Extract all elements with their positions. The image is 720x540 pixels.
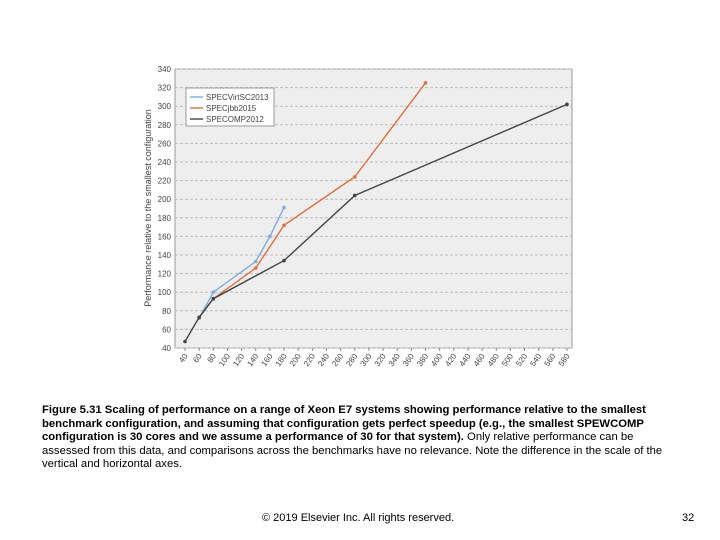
legend-label: SPECVirtSC2013: [206, 93, 269, 102]
x-tick-label: 380: [415, 352, 430, 369]
point: [282, 223, 286, 228]
y-tick-label: 180: [158, 214, 172, 223]
y-tick-label: 80: [162, 307, 171, 316]
y-tick-label: 40: [162, 344, 171, 353]
y-tick-label: 120: [158, 270, 172, 279]
x-tick-label: 120: [231, 352, 246, 369]
point: [211, 296, 216, 301]
x-tick-label: 460: [472, 352, 487, 369]
x-tick-label: 580: [557, 352, 572, 369]
caption-bold: Figure 5.31 Scaling of performance on a …: [42, 404, 646, 443]
point: [282, 258, 286, 263]
x-tick-label: 560: [542, 352, 557, 369]
point: [268, 234, 272, 239]
y-tick-label: 140: [158, 251, 172, 260]
y-tick-label: 220: [158, 177, 172, 186]
x-tick-label: 240: [316, 352, 331, 369]
x-tick-label: 160: [259, 352, 274, 369]
point: [282, 205, 286, 210]
x-tick-label: 520: [514, 352, 529, 369]
y-tick-label: 320: [158, 84, 172, 93]
copyright: © 2019 Elsevier Inc. All rights reserved…: [262, 512, 455, 524]
x-tick-label: 300: [359, 352, 374, 369]
page-number: 32: [682, 512, 695, 524]
legend-label: SPECOMP2012: [206, 115, 264, 124]
x-tick-label: 540: [528, 352, 543, 369]
x-tick-label: 220: [302, 352, 317, 369]
x-tick-label: 60: [191, 352, 204, 365]
y-tick-label: 340: [158, 65, 172, 74]
x-tick-label: 200: [288, 352, 303, 369]
x-tick-label: 140: [245, 352, 260, 369]
legend-label: SPECjbb2015: [206, 104, 257, 113]
x-tick-label: 480: [486, 352, 501, 369]
x-tick-label: 100: [217, 352, 232, 369]
y-tick-label: 260: [158, 139, 172, 148]
y-tick-label: 300: [158, 102, 172, 111]
chart: Performance relative to the smallest con…: [143, 65, 573, 369]
point: [211, 290, 216, 295]
x-tick-label: 280: [344, 352, 359, 369]
x-tick-label: 40: [177, 352, 190, 365]
x-tick-label: 420: [443, 352, 458, 369]
y-tick-label: 200: [158, 195, 172, 204]
point: [253, 266, 258, 270]
x-tick-label: 400: [429, 352, 444, 369]
point: [183, 339, 187, 344]
x-tick-label: 340: [387, 352, 402, 369]
point: [352, 193, 357, 198]
y-tick-label: 280: [158, 121, 172, 130]
caption: Figure 5.31 Scaling of performance on a …: [42, 404, 672, 472]
y-tick-label: 60: [162, 325, 171, 334]
x-tick-label: 500: [500, 352, 515, 369]
series-line: [184, 103, 568, 342]
point: [253, 259, 258, 264]
y-tick-label: 100: [158, 288, 172, 297]
x-tick-label: 180: [274, 352, 289, 369]
point: [423, 81, 428, 85]
x-tick-label: 260: [330, 352, 345, 369]
point: [197, 315, 201, 320]
x-tick-label: 360: [401, 352, 416, 369]
x-tick-label: 440: [458, 352, 473, 369]
y-tick-label: 160: [158, 232, 172, 241]
caption-normal: Only relative performance can be assesse…: [42, 431, 663, 470]
point: [565, 102, 569, 107]
y-tick-label: 240: [158, 158, 172, 167]
point: [352, 175, 357, 179]
x-tick-label: 320: [373, 352, 388, 369]
y-axis-label: Performance relative to the smallest con…: [143, 109, 153, 307]
